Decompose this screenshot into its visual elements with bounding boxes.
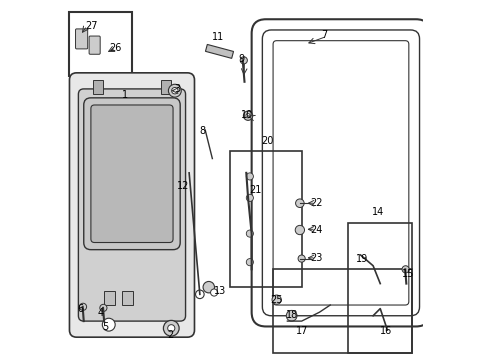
Text: 27: 27 bbox=[84, 21, 97, 31]
Circle shape bbox=[203, 282, 214, 293]
Text: 17: 17 bbox=[295, 326, 307, 336]
Text: 2: 2 bbox=[167, 330, 174, 341]
Circle shape bbox=[243, 111, 252, 120]
Text: 11: 11 bbox=[211, 32, 224, 42]
Text: 7: 7 bbox=[321, 30, 327, 40]
Bar bbox=[122, 291, 133, 305]
Circle shape bbox=[167, 325, 175, 332]
Text: 24: 24 bbox=[310, 225, 322, 235]
Circle shape bbox=[246, 258, 253, 266]
Circle shape bbox=[168, 84, 181, 97]
Bar bbox=[272, 269, 411, 353]
Text: 18: 18 bbox=[285, 310, 297, 320]
Text: 3: 3 bbox=[174, 84, 180, 94]
FancyBboxPatch shape bbox=[89, 36, 100, 54]
Text: 26: 26 bbox=[108, 43, 121, 53]
Circle shape bbox=[271, 295, 281, 304]
Text: 1: 1 bbox=[122, 90, 128, 100]
Text: 13: 13 bbox=[214, 287, 226, 296]
FancyBboxPatch shape bbox=[91, 105, 173, 243]
Bar bbox=[230, 152, 301, 287]
Text: 5: 5 bbox=[102, 322, 108, 332]
Circle shape bbox=[401, 266, 408, 273]
Bar bbox=[347, 223, 411, 353]
Circle shape bbox=[210, 289, 217, 296]
Text: 15: 15 bbox=[402, 269, 414, 279]
Circle shape bbox=[246, 230, 253, 237]
Polygon shape bbox=[205, 44, 233, 58]
Circle shape bbox=[295, 199, 304, 207]
FancyBboxPatch shape bbox=[75, 29, 87, 49]
Text: 4: 4 bbox=[98, 308, 104, 318]
Bar bbox=[104, 291, 115, 305]
Text: 6: 6 bbox=[77, 304, 83, 314]
Bar bbox=[93, 80, 103, 94]
FancyBboxPatch shape bbox=[69, 73, 194, 337]
Text: 8: 8 bbox=[199, 126, 205, 136]
Bar bbox=[160, 80, 171, 94]
Circle shape bbox=[80, 303, 86, 310]
Circle shape bbox=[240, 57, 247, 64]
FancyBboxPatch shape bbox=[78, 89, 185, 321]
Text: 9: 9 bbox=[238, 54, 244, 64]
Text: 14: 14 bbox=[372, 207, 384, 217]
Text: 19: 19 bbox=[355, 254, 367, 264]
Circle shape bbox=[100, 304, 107, 311]
Text: 20: 20 bbox=[261, 136, 273, 147]
Circle shape bbox=[285, 310, 296, 321]
Circle shape bbox=[102, 318, 115, 331]
Text: 21: 21 bbox=[248, 185, 261, 195]
Bar bbox=[69, 12, 132, 76]
Text: 16: 16 bbox=[380, 326, 392, 336]
Text: 25: 25 bbox=[270, 295, 282, 305]
Circle shape bbox=[246, 173, 253, 180]
Circle shape bbox=[171, 87, 178, 94]
Text: 23: 23 bbox=[310, 253, 322, 263]
Text: 12: 12 bbox=[177, 181, 189, 192]
FancyBboxPatch shape bbox=[83, 98, 180, 249]
Text: 10: 10 bbox=[241, 110, 253, 120]
Text: 22: 22 bbox=[310, 198, 323, 207]
Circle shape bbox=[246, 194, 253, 202]
Circle shape bbox=[298, 255, 305, 262]
Circle shape bbox=[295, 225, 304, 235]
Circle shape bbox=[163, 320, 179, 336]
Circle shape bbox=[195, 290, 203, 298]
Circle shape bbox=[245, 113, 250, 118]
